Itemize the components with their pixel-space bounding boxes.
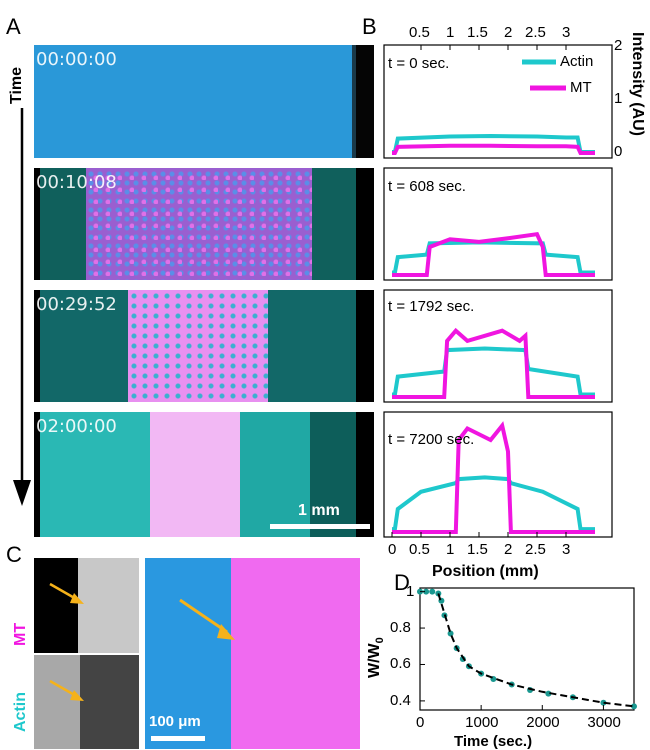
timestamp: 00:29:52	[36, 294, 117, 315]
right-tick-0: 0	[614, 143, 623, 160]
timestamp: 02:00:00	[36, 416, 117, 437]
right-dark	[356, 412, 374, 537]
actin-gray-right	[80, 655, 139, 749]
bottom-tick-label: 0	[388, 541, 397, 558]
panel-label-d: D	[394, 570, 410, 595]
d-fit-line	[437, 593, 635, 708]
d-ytick-label: 0.6	[390, 655, 411, 673]
right-dark	[356, 290, 374, 402]
d-xtick-label: 2000	[526, 714, 560, 731]
micrograph-t1792: 00:29:52	[34, 290, 374, 402]
time-axis-label: Time	[2, 58, 38, 108]
series-mt-2	[392, 327, 595, 399]
right-cyan	[240, 412, 310, 537]
center-pattern	[86, 168, 312, 280]
right-tick-2: 2	[614, 37, 623, 54]
series-actin-3	[392, 475, 595, 532]
d-ytick-label: 1	[406, 582, 415, 600]
d-ytick-label: 0.8	[390, 619, 411, 637]
magenta-region	[231, 558, 360, 749]
d-xtick-label: 0	[416, 714, 425, 731]
right-dark	[356, 168, 374, 280]
merged-image: 100 μm	[145, 558, 360, 749]
scalebar-label: 1 mm	[298, 502, 340, 519]
panel-label-b: B	[362, 14, 377, 39]
d-data-point	[545, 690, 552, 697]
bottom-tick-label: 2	[504, 541, 513, 558]
top-tick-label: 3	[562, 24, 571, 41]
right-dark	[356, 45, 374, 158]
series-mt-0	[392, 143, 595, 155]
bottom-tick-label: 2.5	[525, 541, 546, 558]
bottom-tick-label: 3	[562, 541, 571, 558]
d-data-point	[631, 703, 637, 710]
right-border	[352, 45, 356, 158]
series-actin-2	[392, 346, 595, 397]
position-xlabel: Position (mm)	[432, 563, 539, 580]
timestamp: 00:00:00	[36, 49, 117, 70]
d-data-point	[600, 699, 607, 706]
panel-label-c: C	[6, 542, 22, 567]
actin-gray-left	[34, 655, 80, 749]
d-xtick-label: 3000	[587, 714, 621, 731]
micrograph-t7200: 02:00:00 1 mm	[34, 412, 374, 537]
plot-frame-1	[383, 167, 613, 281]
micrograph-t608: 00:10:08	[34, 168, 374, 280]
plot-frame-2	[383, 289, 613, 403]
bottom-tick-label: 0.5	[409, 541, 430, 558]
top-tick-label: 1.5	[467, 24, 488, 41]
top-tick-label: 2.5	[525, 24, 546, 41]
arrow-mt	[49, 582, 84, 604]
d-xtick-label: 1000	[465, 714, 499, 731]
top-tick-label: 2	[504, 24, 513, 41]
panel-label-a: A	[6, 14, 21, 39]
left-dark	[34, 290, 40, 402]
legend-actin-label: Actin	[560, 53, 594, 70]
bottom-tick-label: 1.5	[467, 541, 488, 558]
d-data-point	[429, 588, 436, 595]
series-mt-3	[392, 421, 595, 534]
plot-frame-3	[383, 411, 613, 538]
actin-gray-image	[34, 655, 139, 749]
plot-frame-0	[383, 44, 613, 159]
scalebar	[270, 524, 370, 529]
d-data-point	[423, 588, 430, 595]
left-dark	[34, 168, 40, 280]
center-magenta	[150, 412, 240, 537]
left-dark	[34, 412, 40, 537]
top-tick-label: 1	[446, 24, 455, 41]
timestamp: 00:10:08	[36, 172, 117, 193]
series-mt-1	[392, 232, 595, 277]
time-label-0: t = 0 sec.	[388, 55, 450, 72]
bottom-tick-label: 1	[446, 541, 455, 558]
d-ylabel-box: W/W0	[362, 610, 388, 690]
left-cyan	[40, 412, 150, 537]
time-label-3: t = 7200 sec.	[388, 431, 475, 448]
mt-gray-bright	[78, 558, 139, 653]
d-data-point	[447, 630, 454, 637]
scalebar-100um-label: 100 μm	[149, 713, 201, 730]
d-plot-frame	[419, 587, 635, 711]
scalebar-100um	[151, 736, 205, 741]
arrow-actin	[49, 679, 84, 701]
blue-field	[34, 45, 352, 158]
d-ytick-label: 0.4	[390, 691, 411, 709]
right-tick-1: 1	[614, 90, 623, 107]
arrow-merged	[179, 598, 235, 640]
mt-gray-image	[34, 558, 139, 653]
micrograph-t0: 00:00:00	[34, 45, 374, 158]
d-xlabel: Time (sec.)	[454, 733, 533, 750]
center-pattern	[128, 290, 268, 402]
legend-mt-label: MT	[570, 79, 592, 96]
d-ylabel-main: W/W	[366, 643, 383, 678]
top-tick-label: 0.5	[409, 24, 430, 41]
time-label-2: t = 1792 sec.	[388, 298, 475, 315]
time-arrow	[13, 90, 31, 506]
d-ylabel-sub: 0	[374, 637, 387, 644]
time-label-1: t = 608 sec.	[388, 178, 466, 195]
